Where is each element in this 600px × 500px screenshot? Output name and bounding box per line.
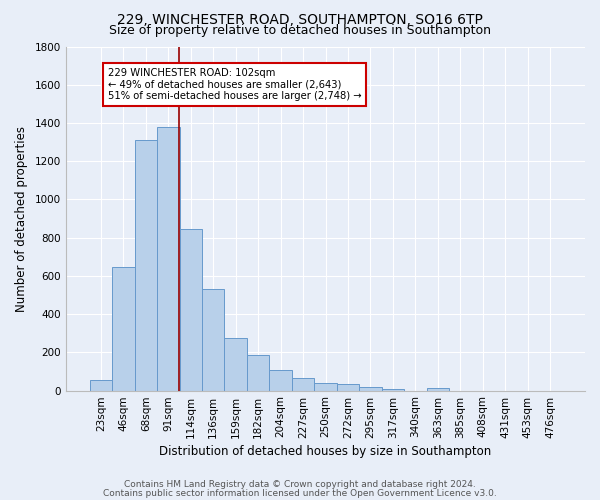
Bar [224, 338, 247, 390]
Bar [157, 127, 179, 390]
Bar [269, 370, 292, 390]
Y-axis label: Number of detached properties: Number of detached properties [15, 126, 28, 312]
Bar [314, 384, 337, 390]
Text: Contains HM Land Registry data © Crown copyright and database right 2024.: Contains HM Land Registry data © Crown c… [124, 480, 476, 489]
Bar [427, 388, 449, 390]
Bar [89, 380, 112, 390]
Bar [292, 378, 314, 390]
Bar [202, 290, 224, 390]
Text: Size of property relative to detached houses in Southampton: Size of property relative to detached ho… [109, 24, 491, 37]
Bar [359, 387, 382, 390]
Bar [247, 355, 269, 390]
Bar [134, 140, 157, 390]
Text: Contains public sector information licensed under the Open Government Licence v3: Contains public sector information licen… [103, 488, 497, 498]
Bar [337, 384, 359, 390]
Bar [112, 268, 134, 390]
Bar [382, 389, 404, 390]
X-axis label: Distribution of detached houses by size in Southampton: Distribution of detached houses by size … [160, 444, 491, 458]
Bar [179, 229, 202, 390]
Text: 229, WINCHESTER ROAD, SOUTHAMPTON, SO16 6TP: 229, WINCHESTER ROAD, SOUTHAMPTON, SO16 … [117, 12, 483, 26]
Text: 229 WINCHESTER ROAD: 102sqm
← 49% of detached houses are smaller (2,643)
51% of : 229 WINCHESTER ROAD: 102sqm ← 49% of det… [107, 68, 361, 100]
